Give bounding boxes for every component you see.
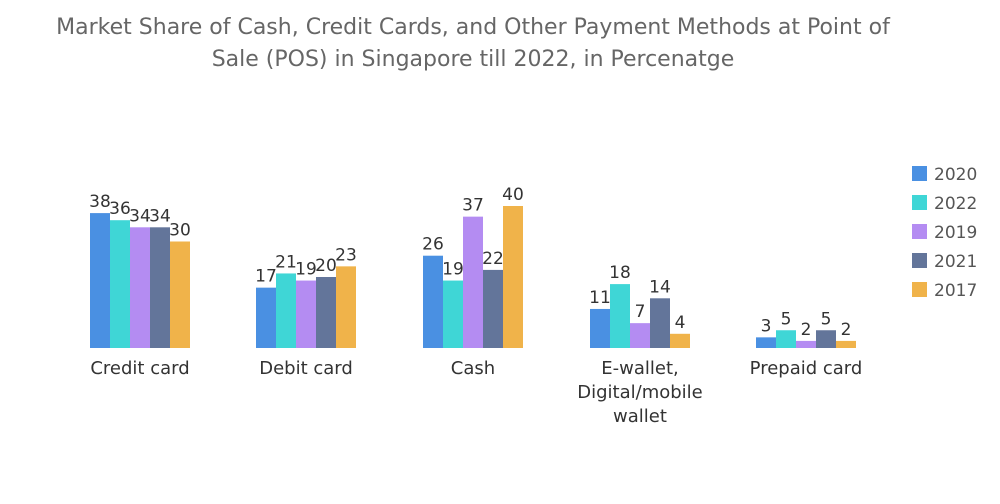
legend-label-2022: 2022 (934, 194, 977, 214)
bar-2017-cat-1 (336, 266, 356, 348)
data-label-2022-cat-2: 19 (442, 260, 464, 280)
data-label-2022-cat-3: 18 (609, 263, 631, 283)
data-label-2019-cat-0: 34 (129, 206, 151, 226)
legend-label-2019: 2019 (934, 223, 977, 243)
data-label-2022-cat-4: 5 (781, 309, 792, 329)
legend-label-2017: 2017 (934, 281, 977, 301)
bar-2019-cat-2 (463, 216, 483, 348)
legend-swatch-2017 (912, 282, 927, 297)
bar-2020-cat-3 (590, 308, 610, 348)
data-label-2021-cat-4: 5 (821, 309, 832, 329)
data-label-2022-cat-1: 21 (275, 252, 297, 272)
data-label-2019-cat-2: 37 (462, 196, 484, 216)
data-label-2017-cat-2: 40 (502, 185, 524, 205)
bar-2017-cat-0 (170, 241, 190, 348)
category-label-0-line-0: Credit card (90, 358, 189, 379)
bar-2021-cat-4 (816, 330, 836, 348)
data-label-2017-cat-1: 23 (335, 245, 357, 265)
category-label-1-line-0: Debit card (259, 358, 353, 379)
bar-2019-cat-4 (796, 340, 816, 348)
data-label-2020-cat-1: 17 (255, 267, 277, 287)
bar-2021-cat-1 (316, 277, 336, 348)
data-label-2021-cat-2: 22 (482, 249, 504, 269)
data-label-2022-cat-0: 36 (109, 199, 131, 219)
bar-2021-cat-0 (150, 227, 170, 348)
bar-2017-cat-4 (836, 340, 856, 348)
data-label-2017-cat-4: 2 (841, 320, 852, 340)
chart-title-line-1: Market Share of Cash, Credit Cards, and … (56, 15, 890, 40)
data-label-2021-cat-0: 34 (149, 206, 171, 226)
bar-2022-cat-3 (610, 284, 630, 348)
chart-title-line-2: Sale (POS) in Singapore till 2022, in Pe… (211, 47, 735, 72)
bar-2017-cat-3 (670, 333, 690, 348)
category-label-3-line-0: E-wallet, (601, 358, 678, 379)
category-label-4-line-0: Prepaid card (750, 358, 863, 379)
data-label-2021-cat-1: 20 (315, 256, 337, 276)
bar-2020-cat-1 (256, 287, 276, 348)
bar-2021-cat-2 (483, 269, 503, 348)
legend-label-2021: 2021 (934, 252, 977, 272)
data-label-2019-cat-3: 7 (635, 302, 646, 322)
legend-swatch-2020 (912, 166, 927, 181)
bar-2020-cat-0 (90, 213, 110, 348)
bar-2020-cat-4 (756, 337, 776, 348)
chart-title: Market Share of Cash, Credit Cards, and … (0, 12, 946, 76)
bar-2022-cat-2 (443, 280, 463, 348)
data-label-2019-cat-4: 2 (801, 320, 812, 340)
bar-2019-cat-3 (630, 323, 650, 348)
category-label-2-line-0: Cash (451, 358, 495, 379)
bar-2019-cat-0 (130, 227, 150, 348)
bar-2019-cat-1 (296, 280, 316, 348)
category-label-3-line-1: Digital/mobile (577, 382, 703, 403)
data-label-2020-cat-4: 3 (761, 316, 772, 336)
data-label-2017-cat-0: 30 (169, 221, 191, 241)
category-label-3-line-2: wallet (613, 406, 667, 427)
data-label-2020-cat-0: 38 (89, 192, 111, 212)
data-label-2017-cat-3: 4 (675, 313, 686, 333)
legend-swatch-2022 (912, 195, 927, 210)
bar-2021-cat-3 (650, 298, 670, 348)
data-label-2020-cat-3: 11 (589, 288, 611, 308)
bar-2017-cat-2 (503, 206, 523, 348)
bar-2020-cat-2 (423, 255, 443, 348)
bar-2022-cat-4 (776, 330, 796, 348)
data-label-2021-cat-3: 14 (649, 277, 671, 297)
bar-2022-cat-1 (276, 273, 296, 348)
bar-2022-cat-0 (110, 220, 130, 348)
legend-swatch-2021 (912, 253, 927, 268)
legend-label-2020: 2020 (934, 165, 977, 185)
data-label-2020-cat-2: 26 (422, 235, 444, 255)
legend-swatch-2019 (912, 224, 927, 239)
data-label-2019-cat-1: 19 (295, 260, 317, 280)
